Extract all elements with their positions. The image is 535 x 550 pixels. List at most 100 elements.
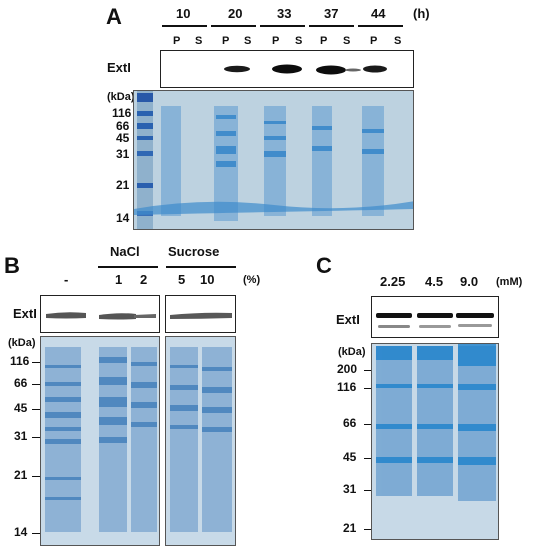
marker-14: 14 [116, 211, 130, 225]
blot-band [46, 312, 86, 319]
blot-label: ExtI [13, 306, 37, 321]
blot-band [376, 313, 412, 318]
blot-band [456, 313, 494, 318]
marker-116: 116 [337, 380, 357, 394]
western-blot-b-nacl [40, 295, 160, 333]
time-10: 10 [176, 6, 191, 21]
marker-tick [364, 490, 372, 491]
marker-tick [32, 437, 40, 438]
marker-tick [32, 533, 40, 534]
blot-band [134, 314, 156, 318]
blot-band [316, 65, 346, 75]
blot-band [224, 65, 250, 73]
time-underline [211, 25, 256, 27]
marker-31: 31 [343, 482, 357, 496]
sucrose-underline [166, 266, 236, 268]
time-underline [260, 25, 305, 27]
marker-45: 45 [14, 401, 28, 415]
gel-band [137, 111, 153, 116]
fraction-label: S [394, 35, 402, 47]
gel-band [137, 183, 153, 188]
blot-band [363, 65, 387, 73]
time-unit: (h) [413, 6, 430, 21]
fraction-label: S [343, 35, 351, 47]
time-underline [358, 25, 403, 27]
blot-band [345, 68, 361, 72]
marker-31: 31 [116, 147, 130, 161]
sds-page-gel-a [133, 90, 414, 230]
sucrose-label: Sucrose [168, 244, 220, 259]
time-44: 44 [371, 6, 386, 21]
marker-tick [364, 529, 372, 530]
marker-45: 45 [343, 450, 357, 464]
gel-band [137, 93, 153, 102]
panel-a-letter: A [106, 4, 122, 29]
gel-band [137, 123, 153, 129]
marker-45: 45 [116, 131, 130, 145]
dye-front [134, 201, 413, 215]
fraction-label: P [370, 35, 378, 47]
marker-66: 66 [343, 416, 357, 430]
control-label: - [64, 272, 69, 287]
marker-tick [32, 476, 40, 477]
nacl-underline [98, 266, 158, 268]
fraction-label: S [195, 35, 203, 47]
sds-page-gel-b-sucrose [165, 336, 236, 546]
blot-label: ExtI [107, 60, 131, 75]
gel-band [137, 151, 153, 156]
marker-66: 66 [14, 376, 28, 390]
fraction-label: P [222, 35, 230, 47]
nacl-conc: 1 [115, 272, 123, 287]
panel-c-letter: C [316, 253, 332, 278]
sds-page-gel-b-nacl [40, 336, 160, 546]
kda-label: (kDa) [338, 346, 366, 358]
kda-label: (kDa) [107, 91, 135, 103]
marker-tick [364, 370, 372, 371]
blot-band [458, 324, 492, 327]
blot-band [99, 313, 136, 320]
gel-band [137, 136, 153, 140]
blot-band [378, 325, 410, 328]
marker-200: 200 [337, 362, 358, 376]
marker-21: 21 [14, 468, 28, 482]
blot-label: ExtI [336, 312, 360, 327]
time-underline [309, 25, 354, 27]
western-blot-b-sucrose [165, 295, 236, 333]
time-37: 37 [324, 6, 339, 21]
sucrose-conc: 5 [178, 272, 186, 287]
blot-band [417, 313, 453, 318]
marker-14: 14 [14, 525, 28, 539]
nacl-conc: 2 [140, 272, 148, 287]
marker-21: 21 [343, 521, 357, 535]
fraction-label: S [295, 35, 303, 47]
kda-label: (kDa) [8, 337, 36, 349]
blot-band [419, 325, 451, 328]
marker-31: 31 [14, 429, 28, 443]
marker-tick [32, 362, 40, 363]
marker-tick [364, 458, 372, 459]
western-blot-a [160, 50, 414, 88]
fraction-label: S [244, 35, 252, 47]
marker-tick [364, 388, 372, 389]
panel-b-letter: B [4, 253, 20, 278]
marker-tick [32, 384, 40, 385]
marker-tick [364, 424, 372, 425]
conc-label: 4.5 [425, 274, 444, 289]
blot-band [170, 312, 232, 319]
time-20: 20 [228, 6, 243, 21]
marker-116: 116 [112, 106, 132, 120]
marker-21: 21 [116, 178, 130, 192]
conc-label: 2.25 [380, 274, 406, 289]
time-underline [162, 25, 207, 27]
marker-66: 66 [116, 119, 130, 133]
conc-label: 9.0 [460, 274, 479, 289]
fraction-label: P [173, 35, 181, 47]
marker-116: 116 [10, 354, 30, 368]
fraction-label: P [272, 35, 280, 47]
time-33: 33 [277, 6, 292, 21]
mm-unit: (mM) [496, 276, 523, 288]
fraction-label: P [320, 35, 328, 47]
sds-page-gel-c [371, 343, 499, 540]
marker-tick [32, 409, 40, 410]
percent-unit: (%) [243, 274, 261, 286]
